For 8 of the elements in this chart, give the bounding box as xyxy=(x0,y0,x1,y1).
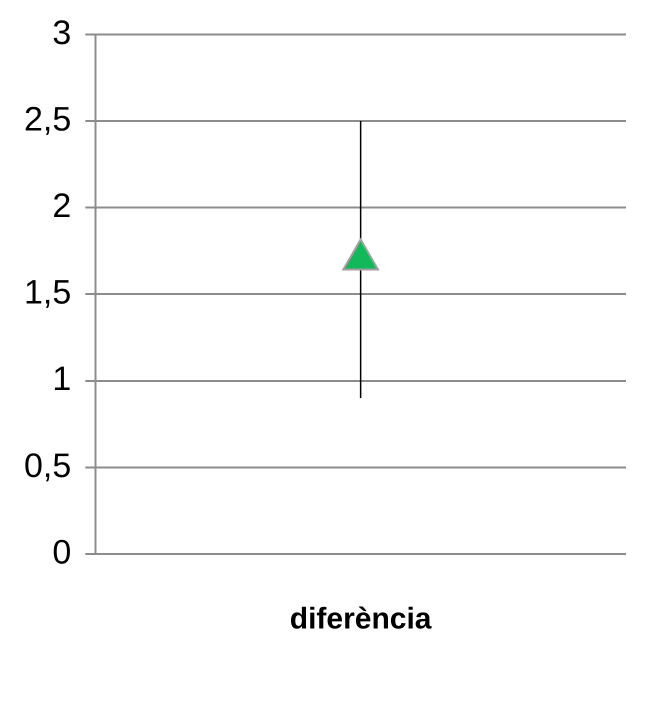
x-tick-label: diferència xyxy=(290,602,432,636)
y-tick-label: 2 xyxy=(52,186,72,225)
y-tick-label: 2,5 xyxy=(24,100,72,138)
y-tick-label: 1 xyxy=(52,360,72,398)
y-tick-label: 3 xyxy=(52,14,72,52)
y-tick-label: 1,5 xyxy=(24,274,72,312)
y-tick-label: 0 xyxy=(52,533,72,572)
y-tick-label: 0,5 xyxy=(24,446,72,485)
